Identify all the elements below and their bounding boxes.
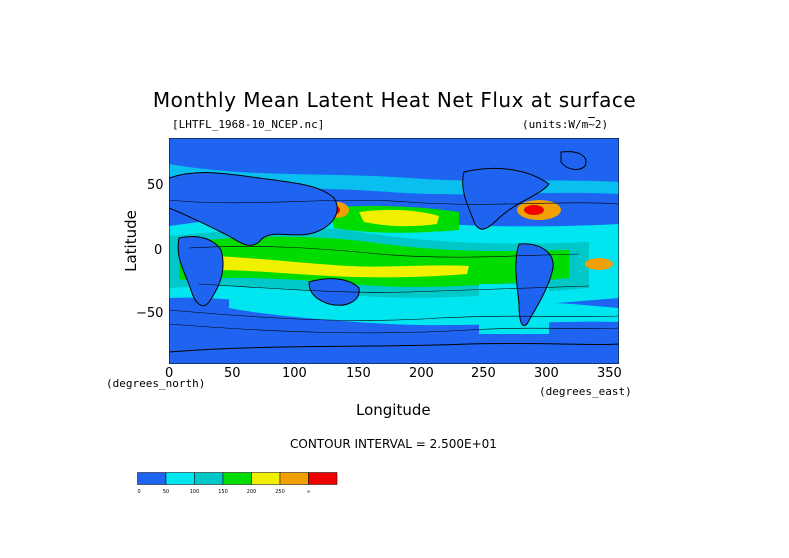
legend-swatch [165,472,195,485]
contour-lines [169,199,619,334]
y-tick: −50 [136,306,164,321]
continents [169,151,587,326]
legend-label: 0 [138,489,141,495]
gulf-stream-core [524,205,544,215]
x-tick: 250 [471,366,496,381]
antarctica [169,342,619,364]
legend-swatch [137,472,167,485]
legend-label: 200 [247,489,257,495]
south-america [515,243,554,326]
file-label: [LHTFL_1968-10_NCEP.nc] [172,118,325,131]
x-tick: 150 [346,366,371,381]
x-tick: 0 [165,366,174,381]
australia [308,278,360,306]
x-tick: 200 [409,366,434,381]
x-axis-label: Longitude [356,401,431,419]
band-150 [179,236,569,287]
legend-swatch [222,472,252,485]
band-200-north [359,209,439,227]
y-unit-label: (degrees_north) [106,377,206,390]
chart-title: Monthly Mean Latent Heat Net Flux at sur… [152,88,637,112]
south-atlantic-hotspot [585,258,613,270]
greenland [560,151,587,170]
legend-swatch [194,472,224,485]
y-tick: 50 [147,178,164,193]
contour-interval: CONTOUR INTERVAL = 2.500E+01 [290,437,497,451]
africa [177,236,224,306]
legend-swatch [251,472,281,485]
y-axis-label: Latitude [121,210,140,272]
legend-label: 150 [218,489,228,495]
x-tick: 300 [534,366,559,381]
legend-swatch [279,472,309,485]
band-200-south [214,256,469,278]
legend-label: ∞ [306,489,310,495]
legend-swatch [308,472,338,485]
legend-label: 100 [190,489,200,495]
units-label: (units:W/m~2) [522,118,609,131]
y-tick: 0 [154,243,163,258]
north-america [462,167,550,230]
latent-heat-flux-map [169,138,619,364]
x-unit-label: (degrees_east) [539,385,632,398]
legend-label: 250 [275,489,285,495]
color-legend: 0 50 100 150 200 250 ∞ [137,472,338,495]
eurasia [169,172,338,246]
x-tick: 350 [597,366,622,381]
x-tick: 100 [282,366,307,381]
x-tick: 50 [224,366,241,381]
legend-label: 50 [163,489,169,495]
